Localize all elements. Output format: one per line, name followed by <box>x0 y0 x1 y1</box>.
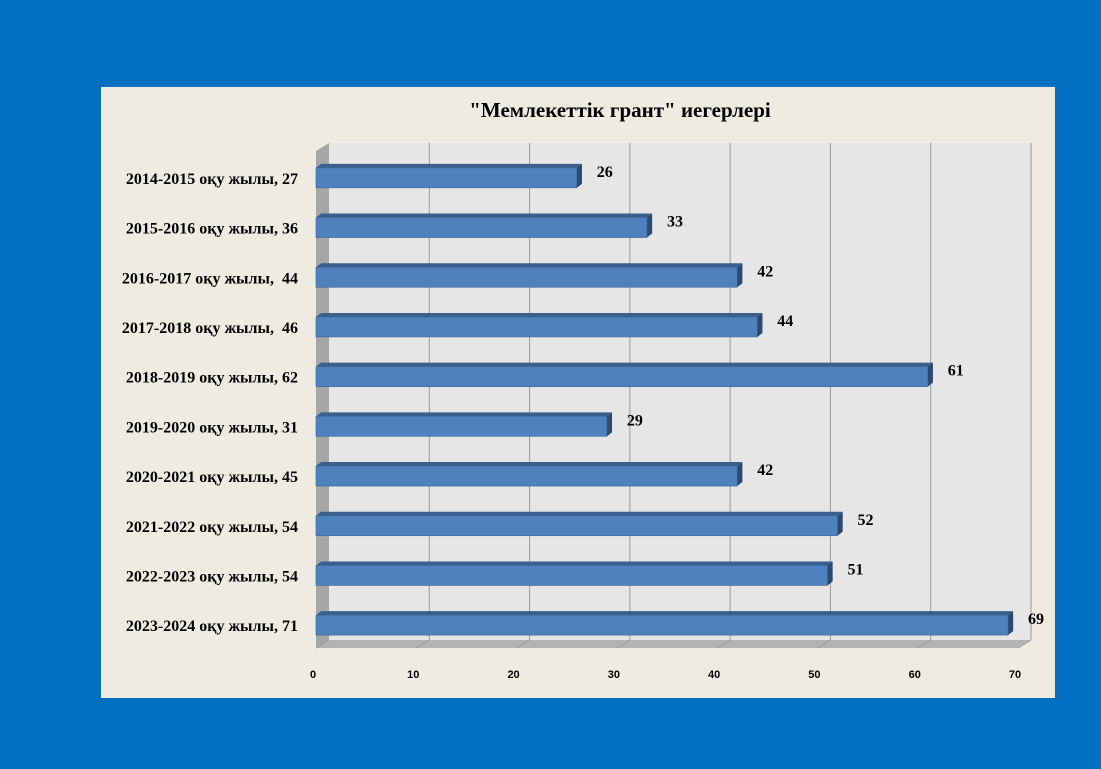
category-label: 2023-2024 оқу жылы, 71 <box>126 618 298 635</box>
category-label: 2015-2016 оқу жылы, 36 <box>126 221 298 238</box>
bar-side-face <box>1007 611 1014 636</box>
bar-front-face <box>315 416 608 437</box>
x-tick-label: 0 <box>310 669 316 681</box>
x-tick-label: 30 <box>608 669 620 681</box>
bar-front-face <box>315 316 758 338</box>
bar-front-face <box>315 465 738 487</box>
bar-top-face <box>316 462 743 467</box>
bar-top-face <box>316 362 933 367</box>
gridline-floor <box>616 639 631 649</box>
bar-front-face <box>315 266 738 288</box>
bar-side-face <box>757 312 763 337</box>
gridline-floor <box>716 639 731 649</box>
gridline-floor <box>917 639 931 649</box>
value-labels: 26 33 42 44 61 29 42 52 51 69 <box>597 164 1044 628</box>
bar-top-face <box>316 611 1014 616</box>
bar <box>315 611 1014 636</box>
category-label: 2021-2022 оқу жылы, 54 <box>126 519 298 536</box>
bar-top-face <box>316 263 743 268</box>
bar-side-face <box>646 213 653 238</box>
x-tick-label: 60 <box>909 669 921 681</box>
bar-front-face <box>315 614 1009 636</box>
value-label: 29 <box>627 412 643 429</box>
bar-side-face <box>927 362 933 387</box>
x-tick-label: 40 <box>708 669 720 681</box>
category-labels: 2014-2015 оқу жылы, 27 2015-2016 оқу жылы… <box>122 171 298 635</box>
gridline-floor <box>315 639 330 649</box>
value-label: 42 <box>757 462 773 479</box>
category-label: 2022-2023 оқу жылы, 54 <box>126 568 298 585</box>
gridline-floor <box>1017 639 1032 649</box>
bar-side-face <box>837 511 843 536</box>
category-label: 2014-2015 оқу жылы, 27 <box>126 171 298 188</box>
value-label: 26 <box>597 164 613 181</box>
bar-top-face <box>316 412 613 417</box>
x-tick-label: 10 <box>407 669 419 681</box>
bar-side-face <box>737 462 743 487</box>
x-tick-label: 70 <box>1009 669 1021 681</box>
gridlines <box>315 143 1032 649</box>
value-label: 52 <box>857 512 873 529</box>
chart-panel: "Мемлекеттік грант" иегерлері 2014-2015 … <box>101 87 1055 698</box>
plot-floor <box>316 640 1031 648</box>
bar <box>315 511 843 537</box>
value-label: 69 <box>1028 611 1044 628</box>
bar-front-face <box>315 217 648 238</box>
bar-side-face <box>576 163 582 188</box>
bar-front-face <box>315 167 578 189</box>
category-label: 2019-2020 оқу жылы, 31 <box>126 419 298 436</box>
bar-front-face <box>315 366 929 387</box>
value-label: 33 <box>667 214 683 231</box>
bar <box>315 263 743 288</box>
bar-top-face <box>316 561 833 566</box>
bar-side-face <box>606 412 613 437</box>
bar <box>315 213 653 238</box>
x-axis-ticks: 0 10 20 30 40 50 60 70 <box>310 669 1021 681</box>
bars <box>315 163 1014 636</box>
bar <box>315 163 582 189</box>
bar-side-face <box>827 561 833 586</box>
bar-top-face <box>316 163 582 168</box>
bar-top-face <box>316 511 843 516</box>
x-tick-label: 20 <box>507 669 519 681</box>
bar <box>315 462 743 487</box>
bar <box>315 412 613 437</box>
gridline-floor <box>516 639 530 649</box>
value-label: 44 <box>777 313 793 330</box>
bar-top-face <box>316 312 763 317</box>
bar-side-face <box>737 263 743 288</box>
bar <box>315 561 833 586</box>
gridline-floor <box>817 639 831 649</box>
bar <box>315 312 763 338</box>
value-label: 51 <box>847 561 863 578</box>
category-label: 2018-2019 оқу жылы, 62 <box>126 370 298 387</box>
bar-front-face <box>315 565 828 586</box>
gridline-floor <box>416 639 430 649</box>
bar-chart: "Мемлекеттік грант" иегерлері 2014-2015 … <box>122 98 1044 681</box>
category-label: 2020-2021 оқу жылы, 45 <box>126 469 298 486</box>
x-tick-label: 50 <box>808 669 820 681</box>
bar-top-face <box>316 213 653 218</box>
category-label: 2017-2018 оқу жылы, 46 <box>122 320 298 337</box>
category-label: 2016-2017 оқу жылы, 44 <box>122 270 298 287</box>
bar-front-face <box>315 515 838 537</box>
value-label: 42 <box>757 263 773 280</box>
chart-title: "Мемлекеттік грант" иегерлері <box>469 98 771 122</box>
value-label: 61 <box>948 363 964 380</box>
bar <box>315 362 933 387</box>
